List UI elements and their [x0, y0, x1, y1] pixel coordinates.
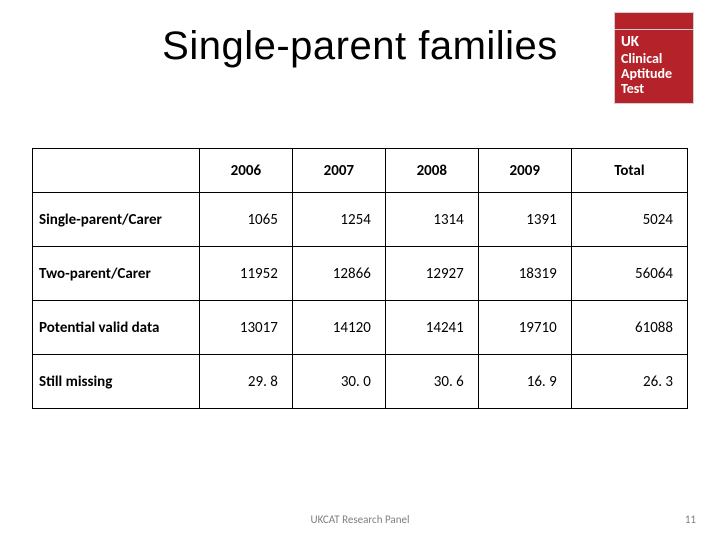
col-total: Total	[571, 149, 687, 193]
cell: 30. 6	[385, 355, 478, 409]
table-row: Two-parent/Carer 11952 12866 12927 18319…	[33, 247, 688, 301]
row-label: Potential valid data	[33, 301, 200, 355]
cell: 1314	[385, 193, 478, 247]
cell: 29. 8	[199, 355, 292, 409]
cell: 12866	[292, 247, 385, 301]
logo-line-test: Test	[621, 81, 687, 96]
logo-top-stripe	[614, 12, 694, 30]
col-2009: 2009	[478, 149, 571, 193]
cell: 14241	[385, 301, 478, 355]
logo-text-block: UK Clinical Aptitude Test	[614, 30, 694, 104]
row-label: Still missing	[33, 355, 200, 409]
row-label: Single-parent/Carer	[33, 193, 200, 247]
cell: 5024	[571, 193, 687, 247]
table-row: Still missing 29. 8 30. 0 30. 6 16. 9 26…	[33, 355, 688, 409]
table-row: Single-parent/Carer 1065 1254 1314 1391 …	[33, 193, 688, 247]
col-blank	[33, 149, 200, 193]
slide: Single-parent families UK Clinical Aptit…	[0, 0, 720, 540]
cell: 13017	[199, 301, 292, 355]
logo-line-aptitude: Aptitude	[621, 66, 687, 81]
cell: 1391	[478, 193, 571, 247]
data-table: 2006 2007 2008 2009 Total Single-parent/…	[32, 148, 688, 409]
col-2006: 2006	[199, 149, 292, 193]
cell: 1065	[199, 193, 292, 247]
cell: 1254	[292, 193, 385, 247]
row-label: Two-parent/Carer	[33, 247, 200, 301]
cell: 19710	[478, 301, 571, 355]
cell: 16. 9	[478, 355, 571, 409]
table-header-row: 2006 2007 2008 2009 Total	[33, 149, 688, 193]
logo-line-uk: UK	[621, 34, 687, 51]
footer-center-text: UKCAT Research Panel	[0, 513, 720, 526]
cell: 14120	[292, 301, 385, 355]
cell: 61088	[571, 301, 687, 355]
table-row: Potential valid data 13017 14120 14241 1…	[33, 301, 688, 355]
cell: 11952	[199, 247, 292, 301]
page-title: Single-parent families	[0, 24, 720, 69]
col-2008: 2008	[385, 149, 478, 193]
cell: 30. 0	[292, 355, 385, 409]
col-2007: 2007	[292, 149, 385, 193]
logo-line-clinical: Clinical	[621, 51, 687, 66]
page-number: 11	[685, 513, 696, 526]
cell: 56064	[571, 247, 687, 301]
ukcat-logo: UK Clinical Aptitude Test	[614, 12, 694, 104]
cell: 12927	[385, 247, 478, 301]
cell: 26. 3	[571, 355, 687, 409]
cell: 18319	[478, 247, 571, 301]
data-table-wrap: 2006 2007 2008 2009 Total Single-parent/…	[32, 148, 688, 409]
